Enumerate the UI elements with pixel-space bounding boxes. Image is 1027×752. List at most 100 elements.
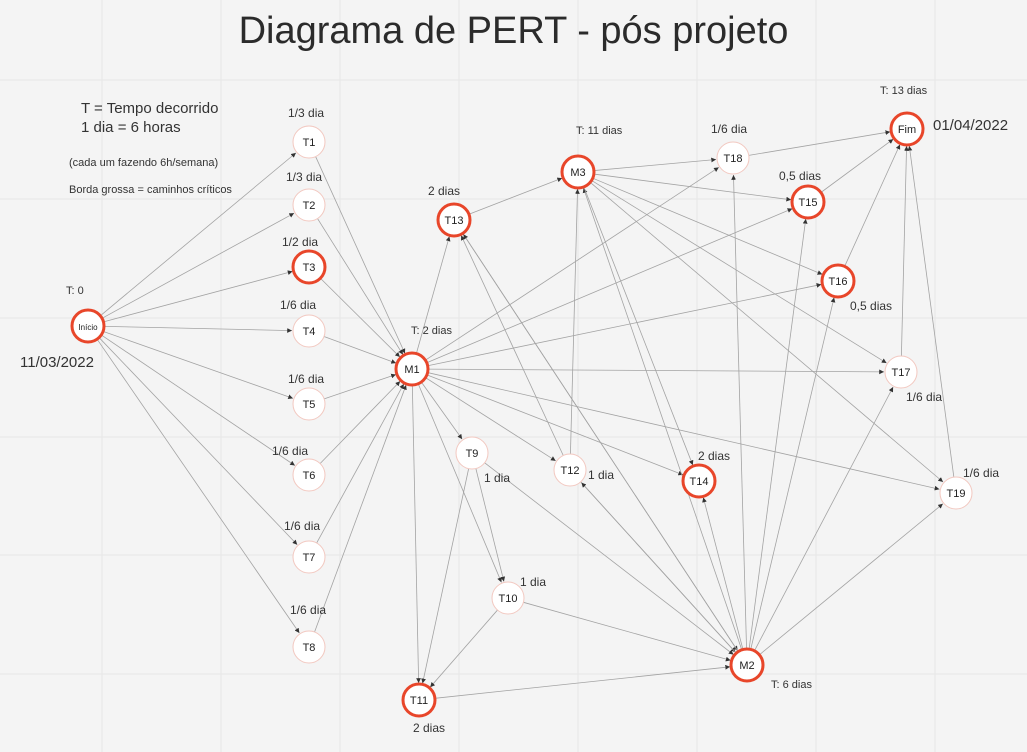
edge-t12-t13 (460, 235, 564, 456)
node-label: M2 (739, 660, 754, 672)
edge-inicio-t7 (98, 337, 298, 545)
duration-label-t15: 0,5 dias (779, 169, 822, 183)
edge-m1-t9 (420, 381, 463, 440)
node-t12[interactable]: T12 (553, 453, 587, 487)
edge-m2-t19 (759, 503, 944, 656)
time-label-m1: T: 2 dias (411, 325, 452, 337)
edge-m2-m3 (582, 187, 743, 650)
edge-m1-t18 (425, 167, 720, 361)
node-circle (716, 141, 750, 175)
node-t10[interactable]: T10 (491, 581, 525, 615)
node-label: T7 (303, 552, 316, 564)
node-t5[interactable]: T5 (292, 387, 326, 421)
node-t17[interactable]: T17 (884, 355, 918, 389)
duration-label-t5: 1/6 dia (288, 372, 325, 386)
node-label: T16 (829, 276, 848, 288)
node-circle (455, 436, 489, 470)
edge-t13-m3 (468, 177, 563, 215)
edge-inicio-t8 (96, 338, 300, 634)
node-t14[interactable]: T14 (681, 463, 717, 499)
node-circle (681, 463, 717, 499)
edge-m1-t13 (415, 236, 451, 354)
edge-m2-t12 (581, 482, 737, 654)
duration-label-t11: 2 dias (413, 721, 446, 735)
edge-m3-t14 (583, 186, 694, 466)
duration-label-t17: 1/6 dia (906, 390, 943, 404)
duration-label-t1: 1/3 dia (288, 106, 325, 120)
edge-t9-m2 (484, 462, 734, 655)
node-circle (291, 249, 327, 285)
edge-m1-t15 (426, 208, 793, 364)
node-circle (790, 184, 826, 220)
node-m3[interactable]: M3 (560, 154, 596, 190)
edge-inicio-t6 (101, 334, 296, 466)
node-t19[interactable]: T19 (939, 476, 973, 510)
node-circle (729, 647, 765, 683)
node-t2[interactable]: T2 (292, 188, 326, 222)
edge-t3-m1 (320, 277, 401, 358)
node-t8[interactable]: T8 (292, 630, 326, 664)
duration-label-t13: 2 dias (428, 184, 461, 198)
edge-inicio-t3 (103, 270, 293, 323)
node-circle (553, 453, 587, 487)
legend-critical-path: Borda grossa = caminhos críticos (69, 184, 232, 196)
node-m1[interactable]: M1 (394, 351, 430, 387)
start-time-label: T: 0 (66, 285, 84, 297)
node-t6[interactable]: T6 (292, 458, 326, 492)
edge-t7-m1 (316, 383, 405, 544)
edge-t18-fim (748, 130, 891, 156)
node-label: T19 (947, 488, 966, 500)
edge-t10-m2 (523, 601, 731, 662)
node-label: T1 (303, 137, 316, 149)
node-circle (436, 202, 472, 238)
node-circle (292, 540, 326, 574)
node-label: M1 (404, 364, 419, 376)
node-label: T6 (303, 470, 316, 482)
edge-m3-t18 (593, 157, 717, 171)
duration-label-t16: 0,5 dias (850, 299, 893, 313)
node-t3[interactable]: T3 (291, 249, 327, 285)
node-label: T5 (303, 399, 316, 411)
duration-label-t19: 1/6 dia (963, 466, 1000, 480)
duration-label-t2: 1/3 dia (286, 170, 323, 184)
edge-m2-t16 (750, 297, 836, 650)
node-label: M3 (570, 167, 585, 179)
edge-m3-t15 (593, 173, 792, 202)
node-label: T12 (561, 465, 580, 477)
node-m2[interactable]: M2 (729, 647, 765, 683)
node-label: T15 (799, 197, 818, 209)
node-label: Fim (898, 124, 916, 136)
time-label-fim: T: 13 dias (880, 85, 928, 97)
node-t7[interactable]: T7 (292, 540, 326, 574)
duration-label-t18: 1/6 dia (711, 122, 748, 136)
node-t18[interactable]: T18 (716, 141, 750, 175)
edge-t4-m1 (323, 336, 397, 364)
start-date: 11/03/2022 (20, 354, 94, 371)
edge-m2-t17 (754, 386, 894, 652)
edge-t15-fim (820, 138, 894, 193)
node-t4[interactable]: T4 (292, 314, 326, 348)
node-fim[interactable]: Fim (889, 111, 925, 147)
node-t13[interactable]: T13 (436, 202, 472, 238)
node-t11[interactable]: T11 (401, 682, 437, 718)
node-t15[interactable]: T15 (790, 184, 826, 220)
node-circle (560, 154, 596, 190)
node-t9[interactable]: T9 (455, 436, 489, 470)
edge-m3-t19 (589, 182, 944, 483)
duration-label-t14: 2 dias (698, 449, 731, 463)
node-label: T4 (303, 326, 316, 338)
node-circle (292, 188, 326, 222)
node-label: T14 (690, 476, 709, 488)
node-label: T18 (724, 153, 743, 165)
node-circle (292, 125, 326, 159)
node-inicio[interactable]: Início (70, 308, 106, 344)
node-circle (491, 581, 525, 615)
edges-layer (96, 130, 955, 699)
node-t1[interactable]: T1 (292, 125, 326, 159)
edge-m1-t14 (426, 374, 684, 476)
node-t16[interactable]: T16 (820, 263, 856, 299)
edge-m1-t16 (427, 283, 822, 367)
edge-inicio-t5 (102, 330, 294, 400)
edge-t11-m2 (434, 664, 731, 699)
